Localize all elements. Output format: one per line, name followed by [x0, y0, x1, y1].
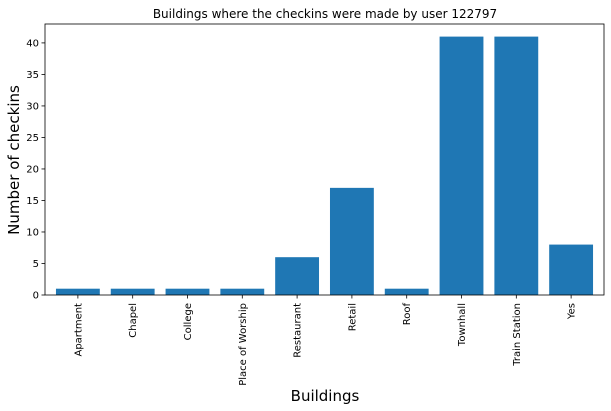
- bar-college: [165, 288, 210, 295]
- bar-townhall: [439, 36, 484, 296]
- x-tick-label: Restaurant: [293, 303, 304, 358]
- x-tick-label: Roof: [402, 303, 413, 326]
- bar-retail: [329, 187, 374, 295]
- y-tick-label: 15: [26, 196, 39, 207]
- x-tick-label: Place of Worship: [238, 303, 249, 386]
- y-tick-label: 10: [26, 227, 39, 238]
- y-tick-label: 0: [33, 291, 39, 302]
- y-tick-label: 20: [26, 164, 39, 175]
- x-tick-label: Chapel: [128, 303, 139, 338]
- y-axis-ticks: 0 5 10 15 20 25 30 35 40: [26, 38, 45, 302]
- bar-train-station: [494, 36, 539, 296]
- x-tick-label: College: [183, 303, 194, 340]
- x-tick-label: Townhall: [457, 303, 468, 347]
- y-tick-label: 25: [26, 133, 39, 144]
- bar-chapel: [110, 288, 155, 295]
- x-tick-label: Apartment: [73, 303, 84, 357]
- x-tick-label: Train Station: [512, 303, 523, 367]
- y-axis-label: Number of checkins: [5, 85, 23, 235]
- bar-apartment: [55, 288, 100, 295]
- bar-place-of-worship: [220, 288, 265, 295]
- plot-frame: [44, 23, 605, 296]
- bar-yes: [549, 244, 594, 295]
- bars-layer: [55, 36, 594, 296]
- x-axis-label: Buildings: [291, 387, 360, 405]
- y-tick-label: 30: [26, 101, 39, 112]
- y-tick-label: 35: [26, 70, 39, 81]
- x-tick-label: Yes: [567, 303, 578, 320]
- bar-roof: [384, 288, 429, 295]
- y-tick-label: 40: [26, 38, 39, 49]
- bar-restaurant: [275, 257, 320, 295]
- chart-title: Buildings where the checkins were made b…: [153, 7, 497, 21]
- x-tick-label: Retail: [347, 303, 358, 331]
- x-axis-ticks: Apartment Chapel College Place of Worship Re…: [73, 295, 578, 386]
- y-tick-label: 5: [33, 259, 39, 270]
